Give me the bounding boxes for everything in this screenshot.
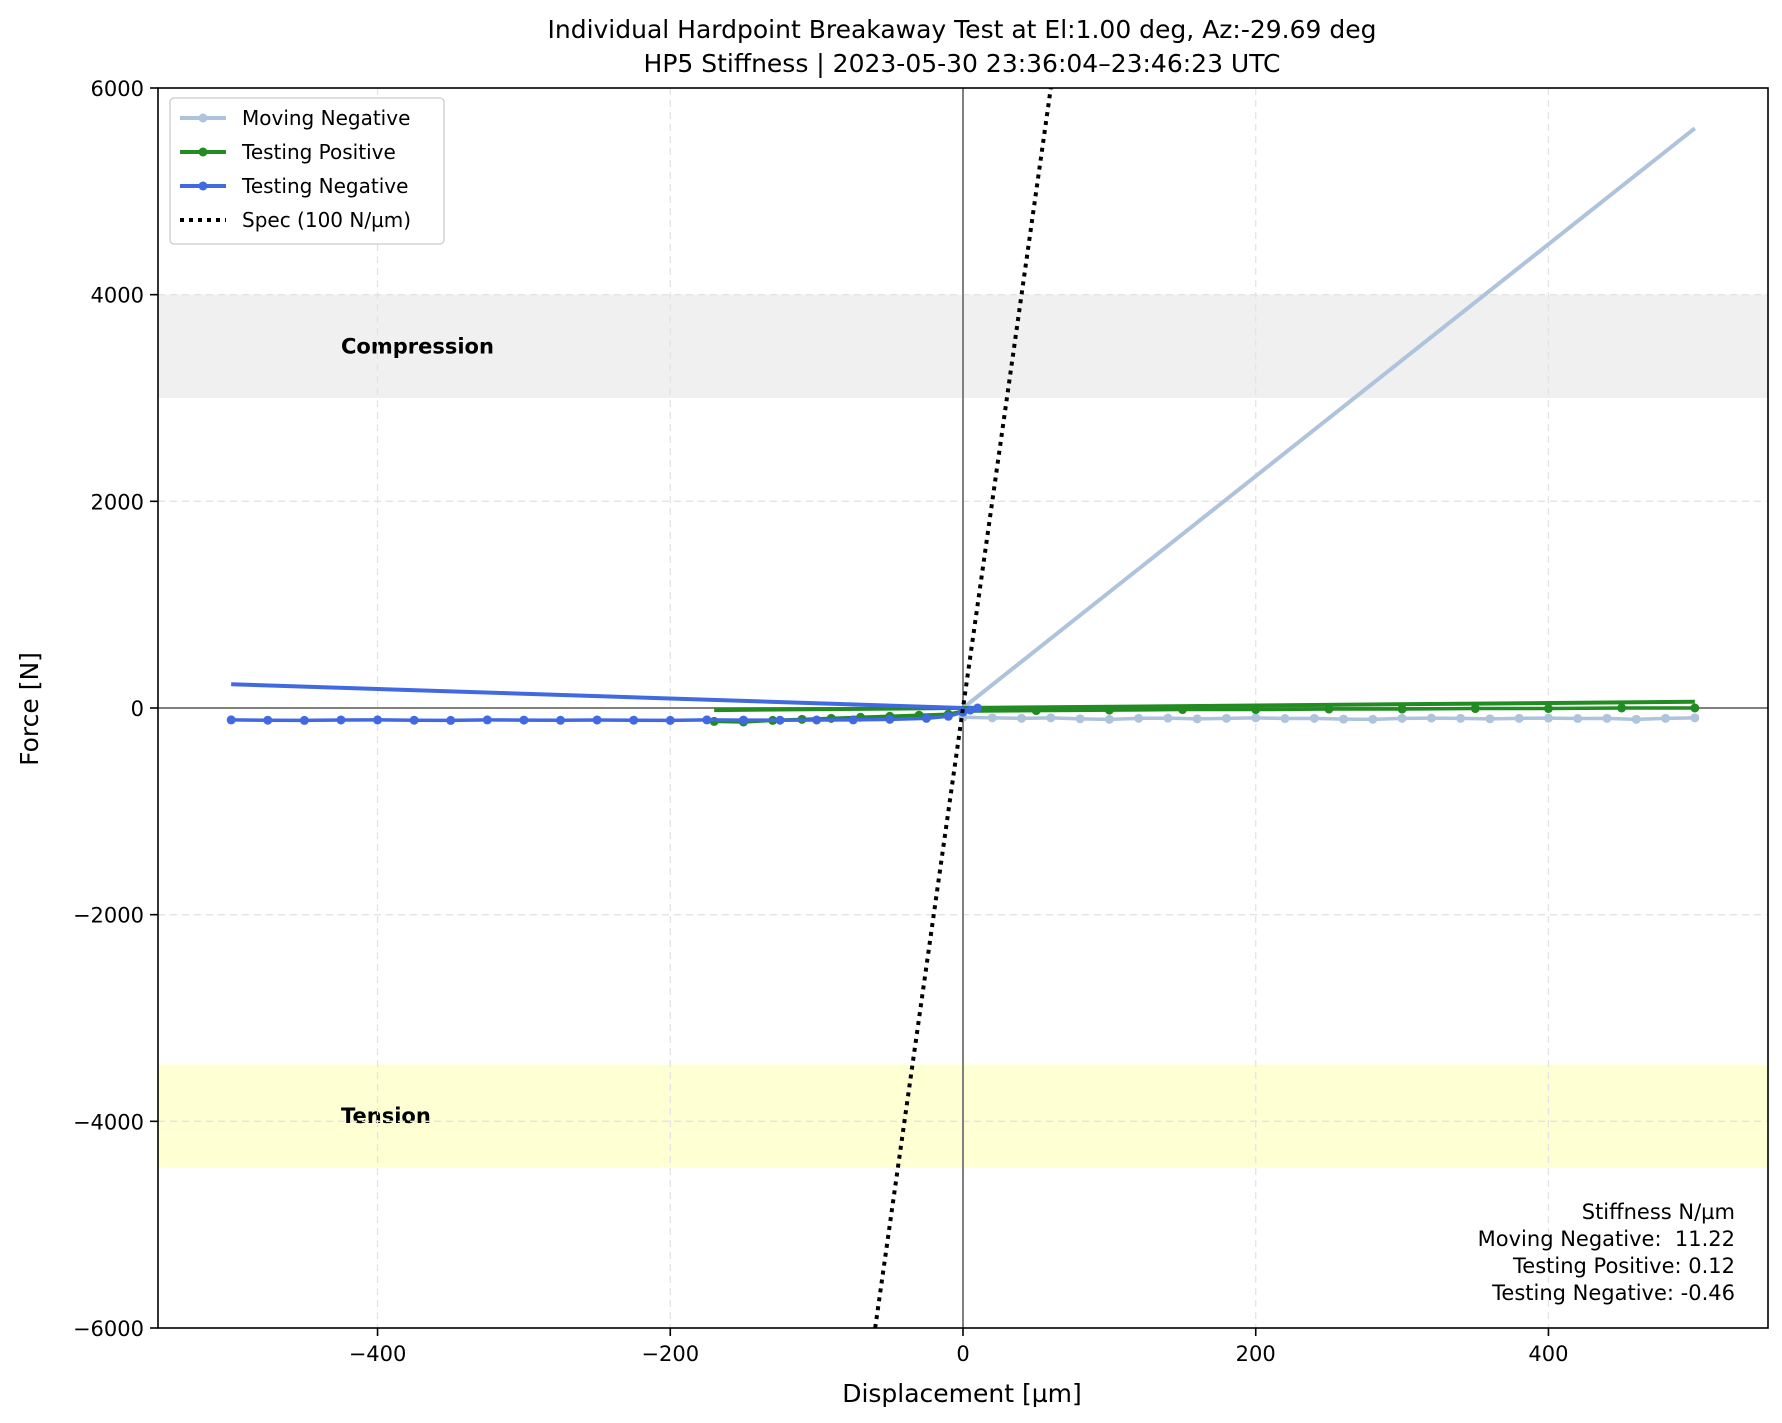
x-tick-label: 200 — [1236, 1342, 1276, 1366]
band-label-compression: Compression — [341, 334, 494, 358]
series-data-line-moving-negative — [962, 715, 1695, 722]
y-tick-label: 4000 — [91, 284, 144, 308]
data-point-testing-negative — [848, 715, 858, 725]
data-point-moving-negative — [1309, 713, 1319, 723]
series-testing-positive — [709, 699, 1700, 727]
legend-label-testing-negative: Testing Negative — [241, 174, 408, 198]
data-point-moving-negative — [1602, 713, 1612, 723]
legend: Moving Negative Testing Positive Testing N… — [169, 97, 445, 245]
y-tick-label: −4000 — [73, 1110, 144, 1134]
data-point-moving-negative — [1573, 714, 1583, 724]
data-point-moving-negative — [1485, 714, 1495, 724]
data-point-testing-negative — [336, 715, 346, 725]
stiffness-moving-negative: Moving Negative: 11.22 — [1478, 1227, 1735, 1251]
chart-title: Individual Hardpoint Breakaway Test at E… — [547, 15, 1376, 44]
data-point-moving-negative — [1134, 713, 1144, 723]
band-label-tension: Tension — [341, 1104, 431, 1128]
series-moving-negative — [958, 126, 1700, 724]
data-point-testing-negative — [409, 715, 419, 725]
data-point-moving-negative — [1251, 713, 1261, 723]
data-point-moving-negative — [1661, 713, 1671, 723]
data-point-moving-negative — [1075, 714, 1085, 724]
data-point-moving-negative — [1192, 714, 1202, 724]
data-point-moving-negative — [1543, 713, 1553, 723]
x-tick-label: −400 — [349, 1342, 407, 1366]
data-point-moving-negative — [987, 713, 997, 723]
data-point-testing-negative — [812, 715, 822, 725]
data-point-testing-negative — [592, 715, 602, 725]
y-tick-label: −6000 — [73, 1317, 144, 1341]
y-tick-label: 2000 — [91, 490, 144, 514]
stiffness-testing-negative: Testing Negative: -0.46 — [1491, 1281, 1735, 1305]
data-point-moving-negative — [1368, 714, 1378, 724]
series-spec-100-n-m — [873, 88, 1053, 1328]
data-point-testing-negative — [482, 715, 492, 725]
data-point-testing-positive — [1543, 704, 1553, 714]
legend-marker-testing-positive — [198, 147, 208, 157]
legend-marker-moving-negative — [198, 113, 208, 123]
data-point-testing-negative — [263, 715, 273, 725]
data-point-moving-negative — [1514, 713, 1524, 723]
y-tick-label: 6000 — [91, 77, 144, 101]
data-point-testing-negative — [943, 711, 953, 721]
legend-box — [169, 97, 445, 245]
x-tick-label: −200 — [641, 1342, 699, 1366]
fit-line-spec-100-n-m — [873, 88, 1053, 1328]
data-point-moving-negative — [1339, 714, 1349, 724]
data-point-testing-negative — [373, 715, 383, 725]
y-tick-label: 0 — [131, 697, 144, 721]
data-point-testing-negative — [775, 715, 785, 725]
data-point-moving-negative — [1221, 713, 1231, 723]
data-point-testing-positive — [1690, 703, 1700, 713]
y-axis-label: Force [N] — [15, 652, 44, 766]
stiffness-testing-positive: Testing Positive: 0.12 — [1512, 1254, 1735, 1278]
legend-label-moving-negative: Moving Negative — [242, 106, 410, 130]
data-point-moving-negative — [1163, 713, 1173, 723]
fit-line-moving-negative — [961, 126, 1697, 710]
data-point-moving-negative — [1456, 713, 1466, 723]
data-point-moving-negative — [1690, 713, 1700, 723]
data-point-moving-negative — [1397, 713, 1407, 723]
fit-line-testing-positive — [714, 699, 1695, 713]
data-point-testing-negative — [738, 715, 748, 725]
fit-line-testing-negative — [231, 682, 964, 710]
data-point-testing-negative — [299, 715, 309, 725]
data-point-testing-negative — [226, 715, 236, 725]
data-point-testing-negative — [556, 715, 565, 725]
data-point-moving-negative — [1046, 713, 1056, 723]
data-point-moving-negative — [1280, 714, 1290, 724]
data-point-testing-positive — [1470, 704, 1480, 714]
x-tick-label: 400 — [1528, 1342, 1568, 1366]
data-point-testing-negative — [885, 714, 895, 724]
data-point-testing-negative — [702, 715, 712, 725]
data-point-testing-negative — [965, 705, 975, 715]
data-point-testing-negative — [629, 715, 639, 725]
data-point-testing-negative — [519, 715, 529, 725]
series-layer — [226, 88, 1700, 1328]
series-testing-negative — [226, 682, 983, 725]
x-axis-label: Displacement [µm] — [842, 1379, 1082, 1408]
stiffness-annotation: Stiffness N/µm Moving Negative: 11.22 Te… — [1478, 1200, 1735, 1305]
chart-subtitle: HP5 Stiffness | 2023-05-30 23:36:04–23:4… — [644, 49, 1281, 78]
data-point-moving-negative — [1104, 714, 1114, 724]
data-point-testing-positive — [1397, 704, 1407, 714]
data-point-moving-negative — [1017, 713, 1027, 723]
data-point-testing-positive — [1617, 703, 1627, 713]
data-point-testing-negative — [446, 715, 456, 725]
legend-label-testing-positive: Testing Positive — [241, 140, 396, 164]
stiffness-heading: Stiffness N/µm — [1582, 1200, 1735, 1224]
x-tick-label: 0 — [956, 1342, 969, 1366]
data-point-moving-negative — [1426, 713, 1436, 723]
ticks-layer: −400 −200 0 200 400−6000−4000−20000200040006… — [73, 77, 1569, 1366]
legend-label-spec-100-n-m: Spec (100 N/µm) — [242, 208, 411, 232]
data-point-testing-negative — [665, 715, 675, 725]
data-point-moving-negative — [1631, 714, 1641, 724]
data-point-testing-negative — [921, 713, 931, 723]
y-tick-label: −2000 — [73, 904, 144, 928]
data-point-testing-negative — [973, 703, 983, 713]
legend-marker-testing-negative — [198, 181, 208, 191]
